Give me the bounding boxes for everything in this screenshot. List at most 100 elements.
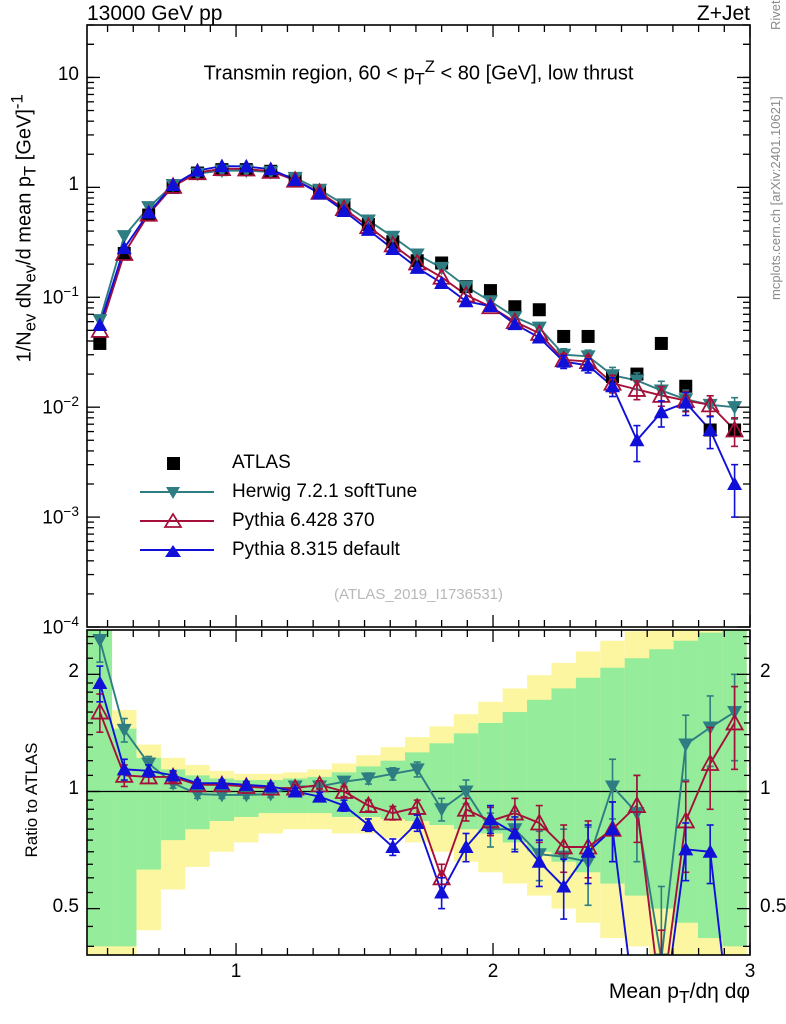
ratio-y-tick-label-left-1: 1 bbox=[68, 778, 79, 800]
data-point-3 bbox=[678, 395, 694, 409]
series-line-3 bbox=[98, 165, 736, 485]
data-point-3 bbox=[434, 275, 450, 289]
ratio-point-2 bbox=[263, 778, 279, 793]
ratio-point-2 bbox=[482, 811, 498, 825]
data-point-2 bbox=[285, 170, 305, 188]
ratio-point-2 bbox=[458, 839, 474, 853]
data-point-0 bbox=[508, 300, 522, 314]
ratio-point-0 bbox=[605, 780, 621, 794]
ratio-point-1 bbox=[456, 799, 476, 817]
ratio-y-tick-label-left-0: 2 bbox=[68, 661, 79, 683]
data-point-3 bbox=[116, 240, 132, 255]
header-beam-label: 13000 GeV pp bbox=[87, 2, 223, 25]
ratio-point-1 bbox=[383, 803, 403, 821]
ratio-point-0 bbox=[678, 738, 694, 753]
data-point-0 bbox=[654, 336, 668, 350]
ratio-point-1 bbox=[653, 999, 669, 1014]
ratio-point-0 bbox=[116, 723, 132, 738]
ratio-point-1 bbox=[407, 797, 427, 815]
ratio-y-tick-label-left-2: 0.5 bbox=[52, 895, 79, 917]
ratio-point-2 bbox=[336, 798, 352, 812]
data-point-3 bbox=[360, 222, 376, 236]
ratio-point-2 bbox=[678, 841, 694, 856]
y-tick-label-10: 10 bbox=[57, 64, 79, 86]
data-point-1 bbox=[116, 230, 132, 244]
data-point-3 bbox=[727, 476, 743, 491]
data-point-2 bbox=[627, 379, 647, 397]
data-point-3 bbox=[312, 185, 328, 200]
data-point-1 bbox=[360, 214, 376, 228]
ratio-point-2 bbox=[165, 767, 181, 782]
data-point-0 bbox=[483, 284, 497, 298]
data-point-3 bbox=[629, 432, 645, 447]
data-point-3 bbox=[556, 354, 572, 368]
data-point-0 bbox=[557, 329, 571, 343]
ratio-point-1 bbox=[358, 795, 378, 813]
main-panel-series bbox=[90, 158, 745, 518]
ratio-point-0 bbox=[409, 763, 425, 777]
ratio-point-1 bbox=[627, 795, 647, 813]
ratio-point-2 bbox=[238, 777, 254, 791]
ratio-point-1 bbox=[725, 713, 745, 731]
legend-label-pythia6: Pythia 6.428 370 bbox=[232, 510, 375, 531]
ratio-panel-series bbox=[90, 630, 745, 1014]
ratio-y-tick-label-right-0: 2 bbox=[760, 661, 771, 683]
y-tick-label-1: 1 bbox=[68, 174, 79, 196]
ratio-point-2 bbox=[360, 817, 376, 832]
ratio-point-2 bbox=[141, 763, 157, 777]
data-point-1 bbox=[727, 401, 743, 415]
data-point-3 bbox=[165, 177, 181, 192]
data-point-3 bbox=[409, 260, 425, 274]
data-point-3 bbox=[263, 161, 279, 176]
main-panel-frame bbox=[86, 24, 751, 628]
ratio-uncertainty-bands bbox=[87, 630, 747, 955]
legend-key-atlas bbox=[140, 453, 214, 473]
ratio-point-2 bbox=[287, 783, 303, 798]
data-point-3 bbox=[580, 357, 596, 372]
data-point-3 bbox=[458, 293, 474, 308]
ratio-point-2 bbox=[385, 839, 401, 853]
legend-key-pythia8 bbox=[140, 540, 214, 560]
ratio-y-tick-label-right-2: 0.5 bbox=[760, 895, 786, 917]
plot-title: Transmin region, 60 < pTZ < 80 [GeV], lo… bbox=[203, 57, 634, 89]
data-point-3 bbox=[92, 317, 108, 331]
ratio-point-0 bbox=[214, 788, 230, 803]
ratio-point-1 bbox=[90, 702, 110, 720]
legend-label-atlas: ATLAS bbox=[232, 452, 291, 473]
ratio-point-2 bbox=[92, 675, 108, 690]
ratio-panel-frame bbox=[86, 629, 751, 956]
data-point-3 bbox=[214, 158, 230, 173]
data-point-3 bbox=[605, 378, 621, 393]
legend: ATLAS Herwig 7.2.1 softTune Pythia 6.428… bbox=[140, 448, 417, 564]
ratio-point-0 bbox=[458, 785, 474, 799]
data-point-3 bbox=[385, 241, 401, 255]
ratio-point-2 bbox=[409, 815, 425, 829]
ratio-point-2 bbox=[605, 821, 621, 836]
data-point-1 bbox=[531, 321, 547, 336]
header-process-label: Z+Jet bbox=[696, 2, 750, 25]
ratio-point-2 bbox=[214, 775, 230, 790]
legend-label-herwig: Herwig 7.2.1 softTune bbox=[232, 481, 418, 502]
ratio-point-0 bbox=[385, 767, 401, 782]
data-point-3 bbox=[141, 205, 157, 219]
x-axis-label: Mean pT/dη dφ bbox=[608, 980, 750, 1008]
ratio-point-2 bbox=[556, 878, 572, 893]
ratio-y-tick-label-right-1: 1 bbox=[760, 778, 771, 800]
x-tick-label-0: 1 bbox=[230, 961, 242, 982]
ratio-point-2 bbox=[434, 885, 450, 899]
ratio-point-2 bbox=[116, 761, 132, 776]
data-point-3 bbox=[531, 330, 547, 344]
legend-entry-herwig: Herwig 7.2.1 softTune bbox=[140, 477, 417, 506]
series-line-2 bbox=[98, 167, 736, 431]
y-tick-label-1e-1: 10−1 bbox=[42, 284, 79, 309]
ratio-point-2 bbox=[507, 825, 523, 840]
legend-key-herwig bbox=[140, 482, 214, 502]
data-point-3 bbox=[482, 298, 498, 313]
x-tick-label-1: 2 bbox=[487, 961, 499, 982]
data-point-3 bbox=[287, 172, 303, 186]
legend-label-pythia8: Pythia 8.315 default bbox=[232, 539, 400, 560]
data-point-2 bbox=[725, 420, 745, 438]
ratio-point-1 bbox=[700, 753, 720, 771]
ratio-point-0 bbox=[92, 634, 108, 648]
data-point-0 bbox=[532, 303, 546, 317]
